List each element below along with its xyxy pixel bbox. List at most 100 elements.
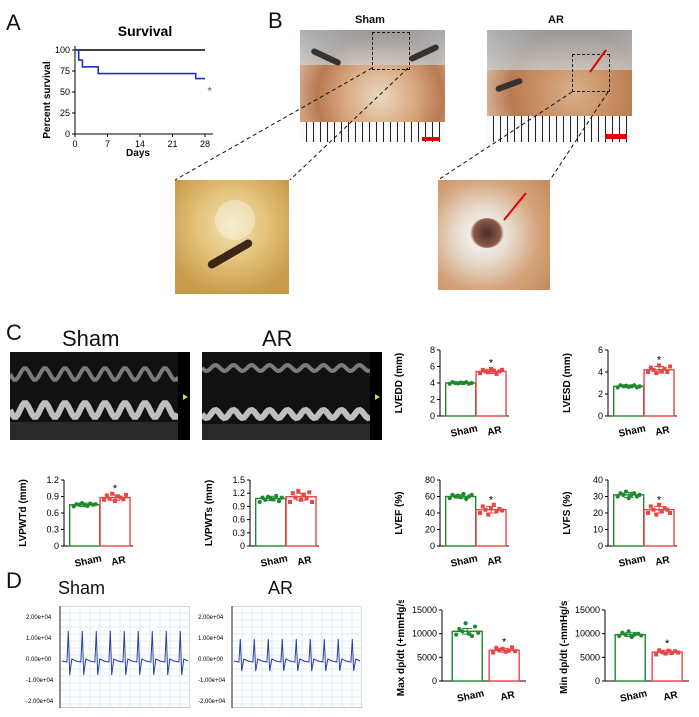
data-point	[626, 629, 631, 634]
x-tick-label: Sham	[260, 553, 289, 569]
label-sham-b: Sham	[355, 14, 385, 26]
data-point	[486, 512, 491, 517]
data-point	[668, 364, 673, 369]
data-point	[121, 497, 126, 502]
label-ar-d: AR	[268, 578, 294, 598]
data-point	[665, 507, 670, 512]
data-point	[663, 651, 668, 656]
data-point	[654, 371, 659, 376]
y-tick-label: 0.00e+00	[26, 657, 52, 663]
data-point	[478, 511, 483, 515]
data-point	[651, 507, 656, 512]
data-point	[299, 497, 304, 502]
data-point	[288, 500, 293, 504]
data-point	[500, 646, 505, 651]
data-point	[115, 494, 120, 499]
data-point	[290, 491, 295, 496]
x-tick-label: Sham	[618, 423, 647, 439]
data-point	[494, 371, 499, 376]
y-tick-label: 100	[55, 45, 70, 55]
y-tick-label: 0.6	[232, 515, 245, 525]
y-tick-label: 5000	[417, 652, 437, 662]
data-point	[654, 652, 659, 657]
data-point	[632, 632, 638, 637]
y-tick-label: 6	[430, 362, 435, 372]
y-tick-label: 0.3	[232, 528, 245, 538]
x-tick-label: AR	[486, 555, 503, 569]
data-point	[489, 506, 494, 511]
bar-ar	[285, 496, 317, 547]
significance-marker: *	[208, 85, 213, 97]
y-tick-label: 0	[240, 541, 245, 551]
survival-line-ar	[75, 49, 205, 80]
y-axis-label: LVEF (%)	[394, 491, 405, 534]
data-point	[659, 368, 664, 373]
significance-marker: *	[489, 494, 494, 506]
data-point	[486, 370, 491, 375]
data-point	[113, 498, 118, 503]
x-tick-label: 7	[105, 139, 110, 149]
y-tick-label: 5000	[580, 652, 600, 662]
data-point	[637, 384, 642, 389]
data-point	[478, 371, 483, 376]
data-point	[110, 491, 115, 496]
data-point	[304, 496, 309, 501]
y-tick-label: 0	[430, 411, 435, 421]
data-point	[457, 626, 462, 632]
y-tick-label: 8	[430, 345, 435, 355]
data-point	[472, 624, 478, 629]
y-axis-label: LVFS (%)	[562, 491, 573, 534]
data-point	[513, 649, 518, 654]
y-tick-label: 0.9	[232, 501, 245, 511]
bar-sham	[445, 495, 477, 547]
lvesd-chart: LVESD (mm) 0 2 4 6 Sham * AR	[562, 345, 677, 440]
bar-sham	[613, 494, 645, 547]
x-tick-label: Sham	[450, 423, 479, 439]
data-point	[491, 650, 496, 655]
x-tick-label: Sham	[456, 688, 485, 704]
data-point	[257, 499, 262, 505]
data-point	[263, 497, 268, 502]
data-point	[293, 495, 298, 500]
photo-ar-zoom	[438, 180, 550, 290]
pressure-trace-ar: 2.00e+04 1.00e+04 0.00e+00 -1.00e+04 -2.…	[196, 606, 362, 708]
significance-marker: *	[665, 638, 670, 650]
data-point	[654, 512, 659, 517]
data-point	[500, 508, 505, 513]
panel-letter-c: C	[6, 320, 22, 345]
y-tick-label: 2	[598, 389, 603, 399]
y-tick-label: 80	[425, 475, 435, 485]
x-tick-label: 0	[72, 139, 77, 149]
scale-bar-sham	[422, 137, 440, 141]
y-tick-label: 0.9	[46, 492, 59, 502]
x-tick-label: 28	[200, 139, 210, 149]
data-point	[637, 492, 642, 497]
data-point	[464, 496, 469, 502]
y-tick-label: 0.6	[46, 508, 59, 518]
y-tick-label: -1.00e+04	[26, 678, 54, 684]
data-point	[296, 489, 301, 493]
y-tick-label: 0.00e+00	[198, 657, 224, 663]
x-tick-label: Sham	[450, 553, 479, 569]
panel-letter-d: D	[6, 568, 22, 593]
y-tick-label: 0.3	[46, 525, 59, 535]
data-point	[497, 506, 502, 511]
data-point	[646, 511, 651, 515]
x-tick-label: AR	[654, 555, 671, 569]
data-point	[617, 633, 622, 639]
bar-sham	[255, 497, 287, 547]
y-tick-label: 40	[425, 508, 435, 518]
lvpwts-chart: LVPWTs (mm) 0 0.3 0.6 0.9 1.2 1.5 Sham AR	[204, 475, 319, 570]
x-axis-label: Days	[126, 148, 150, 159]
y-tick-label: 20	[425, 525, 435, 535]
y-tick-label: 10	[593, 525, 603, 535]
data-point	[659, 509, 664, 514]
x-tick-label: 14	[135, 139, 145, 149]
data-point	[310, 500, 315, 504]
significance-marker: *	[657, 494, 662, 506]
data-point	[500, 367, 505, 372]
data-point	[668, 511, 673, 515]
data-point	[497, 369, 502, 374]
y-axis-label: Max dp/dt (+mmHg/s)	[396, 600, 407, 696]
data-point	[657, 648, 662, 653]
